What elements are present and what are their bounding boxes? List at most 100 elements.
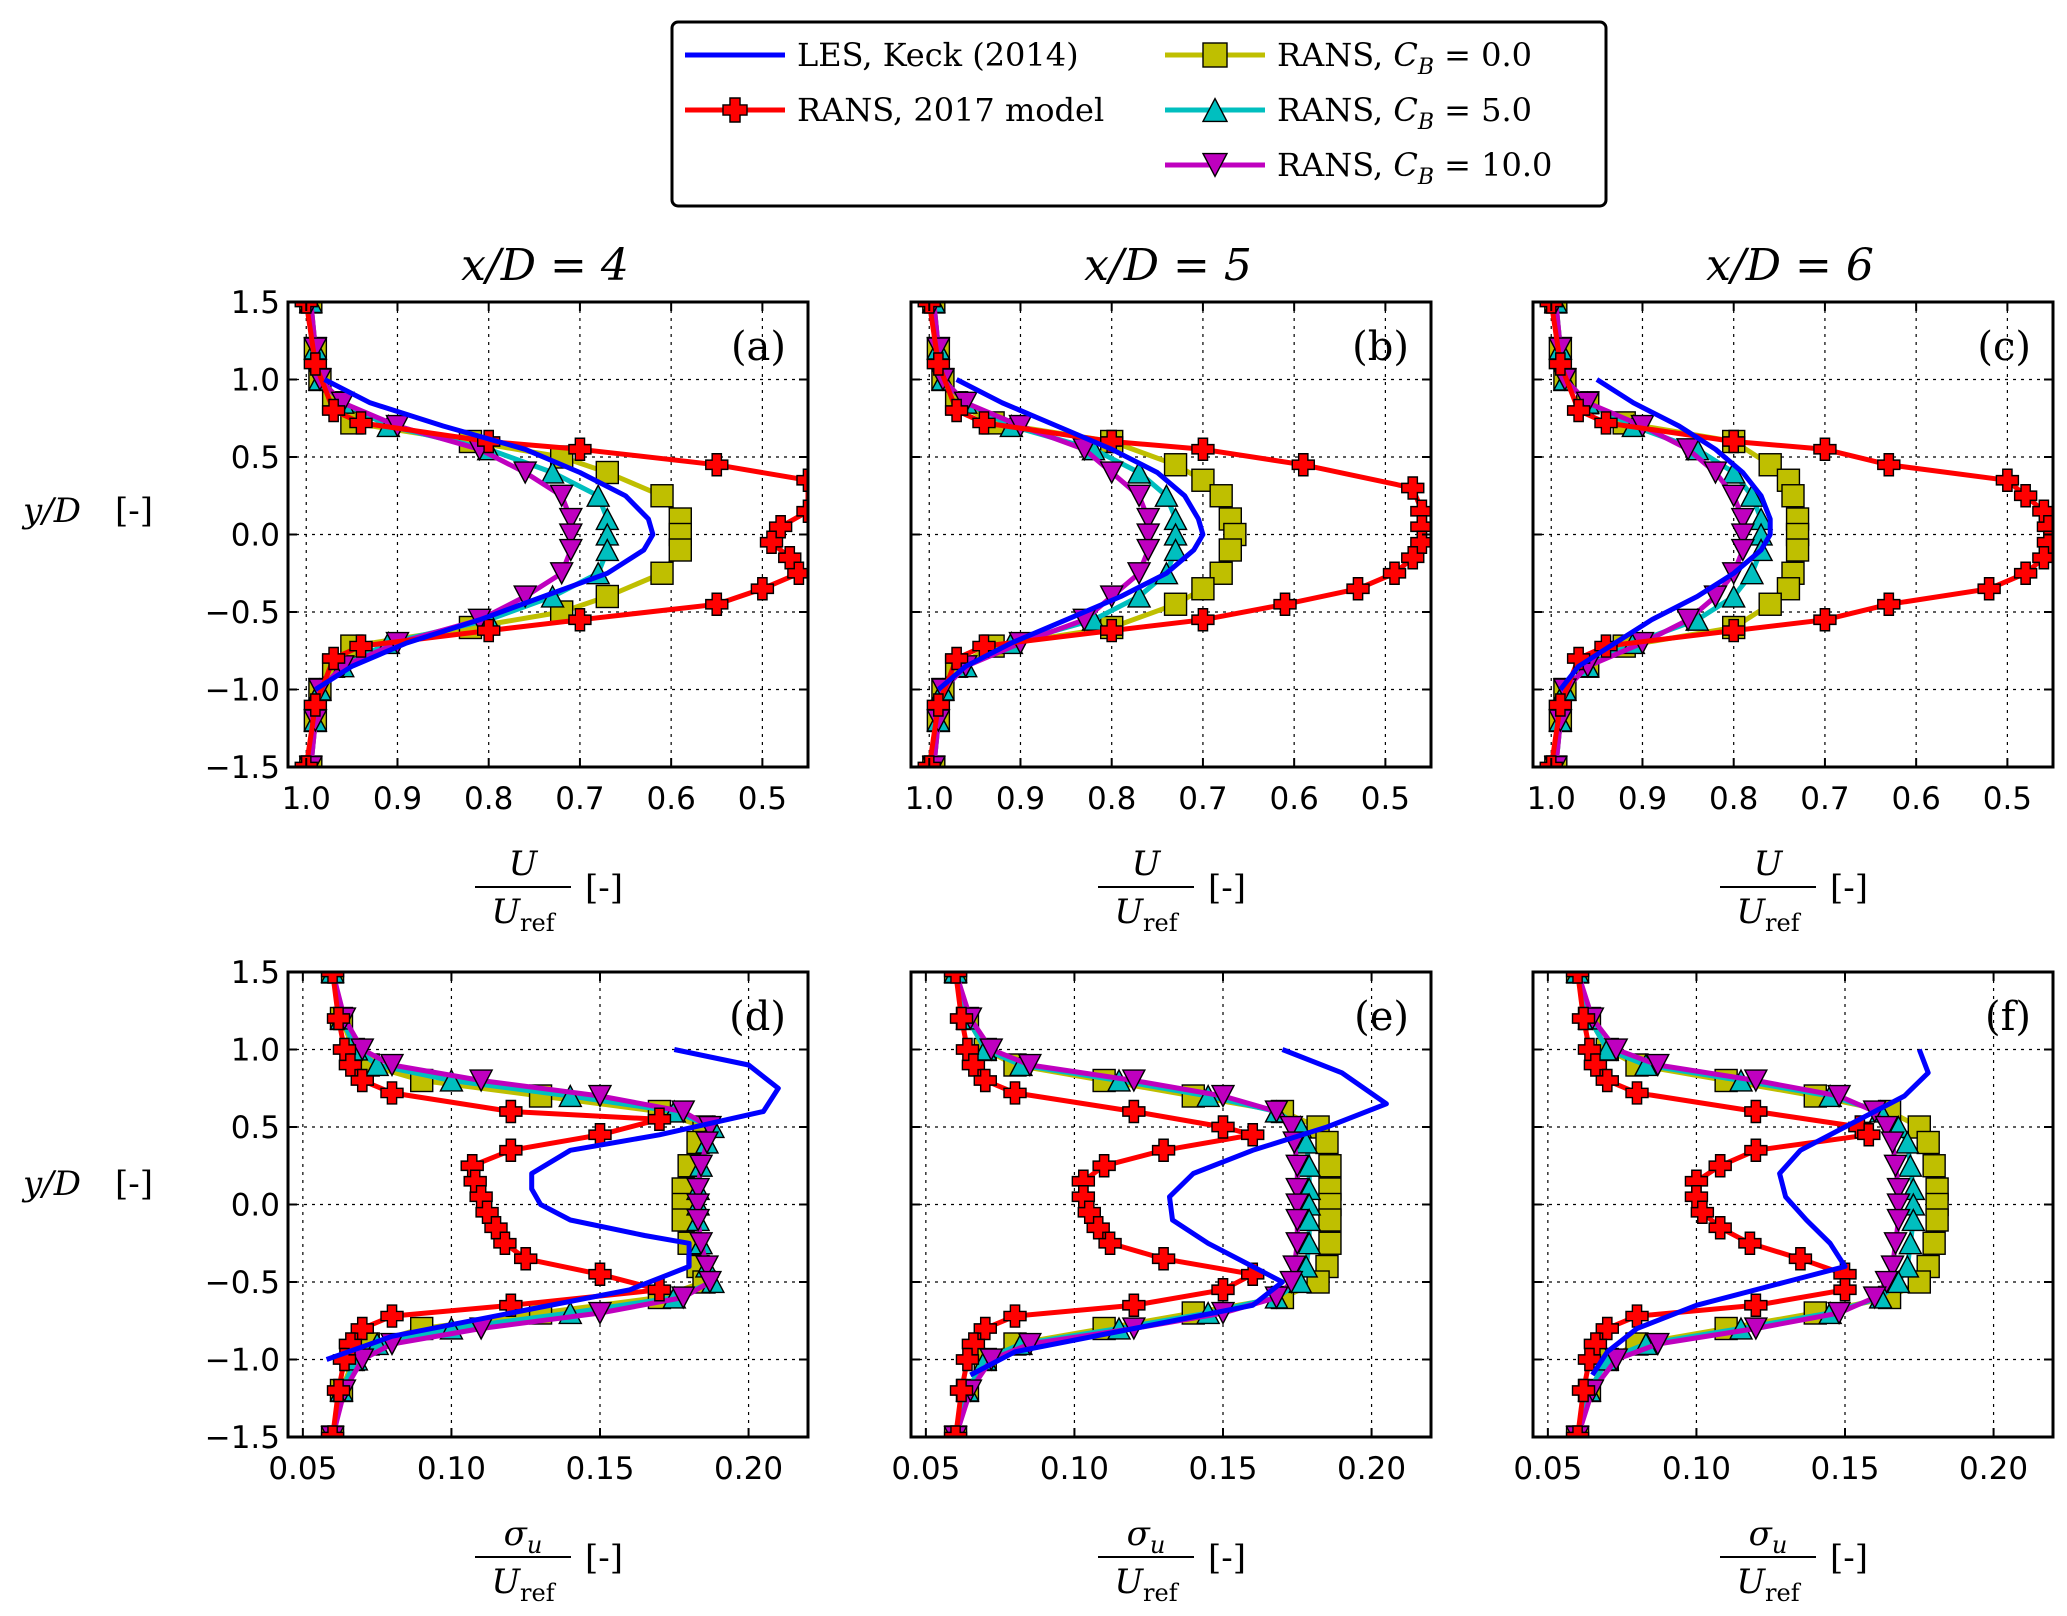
x-axis-label-numerator: σu	[1749, 1514, 1788, 1559]
data-point	[549, 484, 574, 508]
legend-entry: LES, Keck (2014)	[685, 36, 1079, 74]
series-group	[320, 972, 781, 1437]
data-point	[1690, 1200, 1715, 1224]
data-point	[1211, 1115, 1235, 1139]
data-point	[1099, 461, 1124, 485]
data-point	[1136, 538, 1161, 562]
y-tick-label: 1.5	[231, 955, 280, 991]
y-tick-label: 0.0	[231, 518, 280, 554]
data-point	[1273, 592, 1297, 616]
series	[320, 972, 723, 1437]
data-point	[1739, 561, 1765, 585]
x-tick-label: 0.10	[1040, 1451, 1109, 1487]
x-tick-label: 0.7	[555, 781, 604, 817]
data-point	[671, 1100, 696, 1124]
data-point	[1264, 1100, 1289, 1124]
x-axis-label-numerator: σu	[504, 1514, 543, 1559]
data-point	[1708, 1216, 1732, 1240]
x-tick-label: 0.10	[417, 1451, 486, 1487]
x-tick-label: 0.05	[268, 1451, 337, 1487]
data-point	[1675, 608, 1701, 632]
legend-entry: RANS, CB = 5.0	[1165, 91, 1532, 135]
data-point	[1730, 507, 1755, 531]
data-point	[1730, 523, 1755, 547]
data-point	[1722, 429, 1746, 454]
data-point	[943, 1425, 968, 1437]
legend-label: RANS, CB = 0.0	[1277, 36, 1532, 80]
data-point	[1291, 453, 1315, 477]
data-point	[1743, 1069, 1769, 1093]
data-point	[1886, 1177, 1911, 1201]
x-axis-label-denominator: Uref	[1114, 892, 1179, 937]
data-point	[1154, 483, 1179, 507]
data-point	[943, 972, 968, 984]
data-point	[1136, 523, 1161, 547]
data-point	[1625, 1081, 1649, 1105]
data-point	[671, 1286, 696, 1310]
ticks: 1.0 0.9 0.8 0.7 0.6 0.5 1.5 1.0 0.5 0.0 −0.5 −1.0 −1…	[205, 285, 808, 817]
series-line	[1590, 1048, 1931, 1377]
data-point	[350, 1316, 374, 1341]
legend-label: RANS, CB = 5.0	[1277, 91, 1532, 135]
ticks: 1.0 0.9 0.8 0.7 0.6 0.5	[1527, 301, 2053, 817]
series	[325, 1047, 781, 1362]
data-point	[926, 352, 951, 376]
data-point	[1126, 484, 1152, 508]
data-point	[1595, 1316, 1619, 1341]
data-point	[558, 1084, 583, 1108]
data-point	[1645, 1053, 1670, 1077]
y-axis-label-var: y/D	[21, 1164, 81, 1204]
x-tick-label: 0.6	[1892, 781, 1941, 817]
data-point	[1886, 1193, 1911, 1217]
data-point	[1675, 438, 1701, 462]
data-point	[796, 499, 808, 523]
data-point	[558, 523, 583, 547]
y-tick-label: 1.0	[231, 363, 280, 399]
data-point	[668, 538, 692, 562]
data-point	[540, 460, 565, 484]
data-point	[1744, 1099, 1768, 1124]
data-point	[1826, 1084, 1852, 1108]
x-tick-label: 0.5	[738, 781, 787, 817]
data-point	[1977, 577, 2001, 601]
y-tick-label: −0.5	[205, 595, 280, 631]
data-point	[321, 398, 346, 423]
data-point	[688, 1154, 714, 1178]
legend-entry: RANS, CB = 0.0	[1165, 36, 1532, 80]
data-point	[1218, 538, 1242, 562]
data-point	[380, 1304, 404, 1328]
series	[969, 1047, 1389, 1378]
x-axis-label-denominator: Uref	[1114, 1562, 1179, 1607]
data-point	[595, 460, 619, 485]
data-point	[558, 538, 583, 562]
data-point	[1211, 1278, 1235, 1302]
data-point	[1017, 1053, 1043, 1077]
series	[1565, 972, 1881, 1437]
data-point	[493, 1231, 517, 1255]
x-tick-label: 0.8	[464, 781, 513, 817]
data-point	[1282, 1255, 1307, 1279]
x-tick-label: 0.8	[1087, 781, 1136, 817]
data-point	[1210, 1084, 1236, 1108]
data-point	[685, 1177, 711, 1201]
data-point	[1163, 538, 1188, 562]
x-axis-label-numerator: U	[509, 844, 539, 884]
x-axis-label-numerator: σu	[1127, 1514, 1166, 1559]
data-point	[1595, 1068, 1619, 1093]
data-point	[1722, 618, 1746, 643]
data-point	[1566, 398, 1591, 423]
series	[1590, 1048, 1931, 1377]
series	[314, 377, 656, 692]
panel-label: (a)	[731, 324, 786, 370]
panel-label: (f)	[1985, 994, 2031, 1040]
data-point	[1788, 1247, 1813, 1271]
ticks: 0.05 0.10 0.15 0.20 1.5 1.0 0.5 0.0 −0.5 −1.0 −1.5	[205, 955, 808, 1487]
series	[936, 377, 1206, 692]
panel-label: (b)	[1352, 324, 1409, 370]
data-point	[697, 1270, 723, 1294]
data-point	[1279, 1115, 1304, 1139]
data-point	[796, 468, 808, 492]
